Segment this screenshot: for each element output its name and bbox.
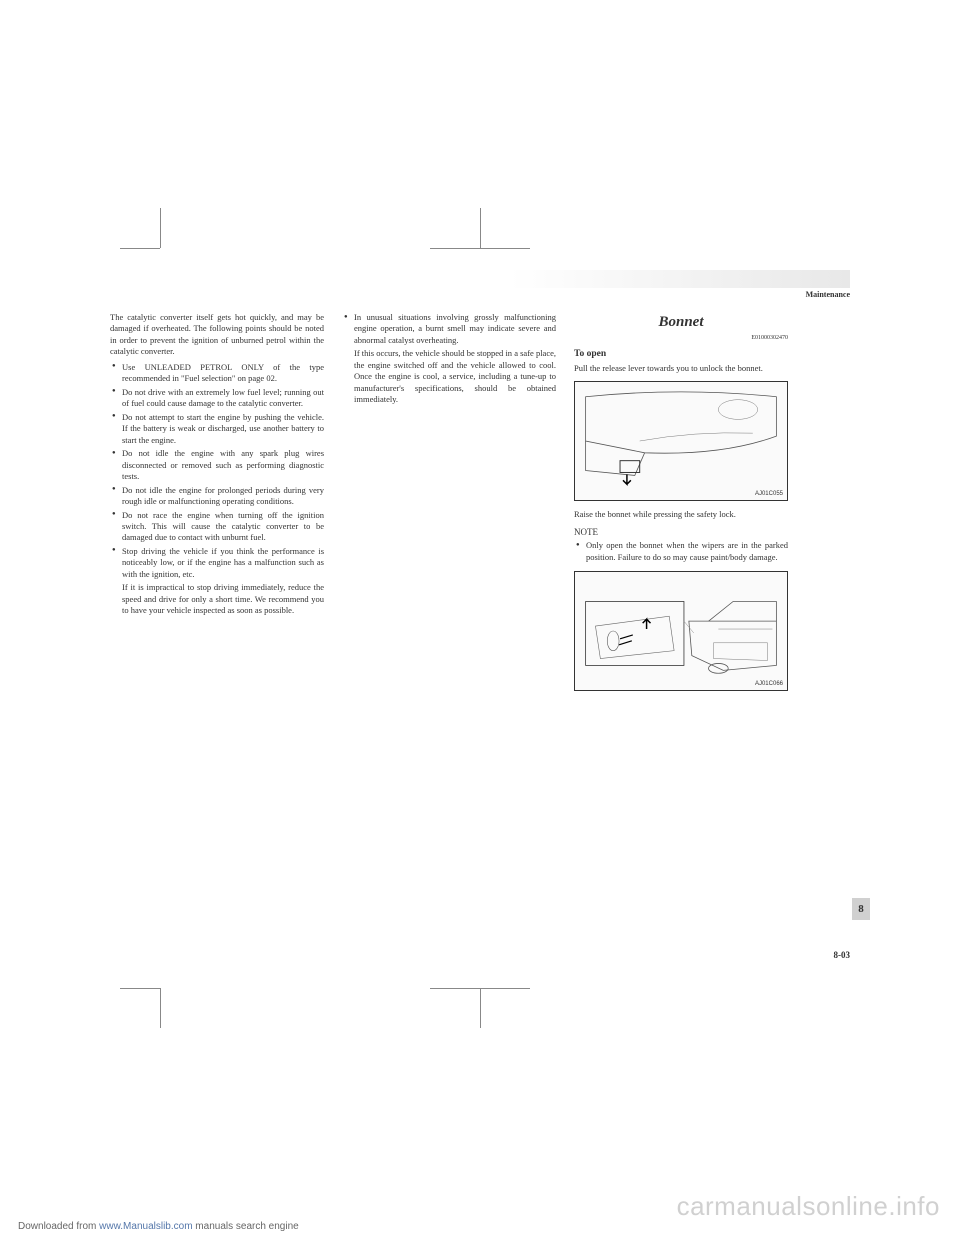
- list-item: Only open the bonnet when the wipers are…: [574, 540, 788, 563]
- continuation-text: If this occurs, the vehicle should be st…: [342, 348, 556, 405]
- page-number: 8-03: [834, 950, 851, 960]
- header-section-label: Maintenance: [806, 290, 850, 299]
- note-list: Only open the bonnet when the wipers are…: [574, 540, 788, 563]
- figure-bonnet-lever: AJ01C055: [574, 381, 788, 501]
- body-text: Pull the release lever towards you to un…: [574, 363, 788, 374]
- crop-mark: [430, 248, 530, 249]
- footer-prefix: Downloaded from: [18, 1221, 99, 1232]
- subsection-heading: To open: [574, 348, 788, 361]
- list-item: Do not idle the engine for prolonged per…: [110, 485, 324, 508]
- footer-suffix: manuals search engine: [193, 1221, 299, 1232]
- body-text: Raise the bonnet while pressing the safe…: [574, 509, 788, 520]
- chapter-tab: 8: [852, 898, 870, 920]
- list-item: In unusual situations involving grossly …: [342, 312, 556, 346]
- list-item: Use UNLEADED PETROL ONLY of the type rec…: [110, 362, 324, 385]
- continuation-text: If it is impractical to stop driving imm…: [110, 582, 324, 616]
- header-gradient: [510, 270, 850, 288]
- crop-mark: [160, 988, 161, 1028]
- figure-label: AJ01C066: [755, 680, 783, 688]
- intro-paragraph: The catalytic converter itself gets hot …: [110, 312, 324, 358]
- list-item: Do not drive with an extremely low fuel …: [110, 387, 324, 410]
- bullet-list: In unusual situations involving grossly …: [342, 312, 556, 346]
- section-code: E01000302470: [574, 334, 788, 342]
- list-item: Do not idle the engine with any spark pl…: [110, 448, 324, 482]
- bullet-list: Use UNLEADED PETROL ONLY of the type rec…: [110, 362, 324, 580]
- page-content: Maintenance The catalytic converter itse…: [110, 270, 850, 990]
- note-heading: NOTE: [574, 526, 788, 538]
- crop-mark: [480, 988, 481, 1028]
- crop-mark: [160, 208, 161, 248]
- crop-mark: [480, 208, 481, 248]
- footer-link[interactable]: www.Manualslib.com: [99, 1221, 192, 1232]
- crop-mark: [120, 248, 160, 249]
- list-item: Do not race the engine when turning off …: [110, 510, 324, 544]
- section-title: Bonnet: [574, 312, 788, 332]
- bonnet-lever-illustration: [575, 382, 787, 500]
- watermark: carmanualsonline.info: [677, 1191, 940, 1222]
- column-1: The catalytic converter itself gets hot …: [110, 312, 324, 699]
- figure-bonnet-safety: AJ01C066: [574, 571, 788, 691]
- list-item: Stop driving the vehicle if you think th…: [110, 546, 324, 580]
- column-3: Bonnet E01000302470 To open Pull the rel…: [574, 312, 788, 699]
- column-2: In unusual situations involving grossly …: [342, 312, 556, 699]
- bonnet-safety-illustration: [575, 572, 787, 690]
- list-item: Do not attempt to start the engine by pu…: [110, 412, 324, 446]
- figure-label: AJ01C055: [755, 490, 783, 498]
- footer-source: Downloaded from www.Manualslib.com manua…: [18, 1221, 299, 1232]
